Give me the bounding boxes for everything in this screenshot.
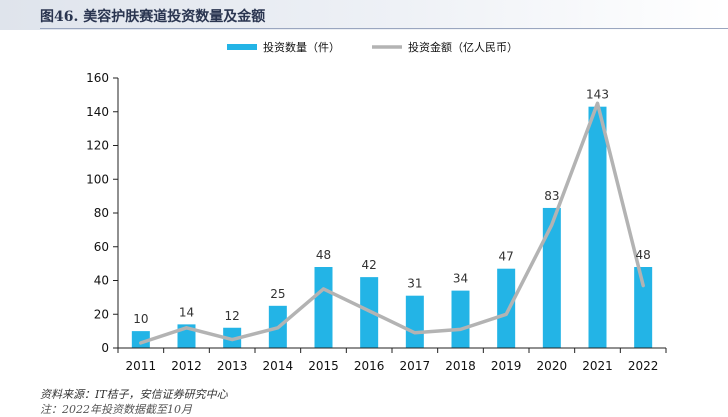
y-axis: 0 20 40 60 80 100 120 140 160 — [86, 71, 119, 355]
y-tick-label: 80 — [94, 206, 109, 220]
x-tick-label: 2022 — [628, 359, 659, 373]
y-tick-label: 60 — [94, 240, 109, 254]
line-point — [642, 285, 644, 287]
bar — [542, 207, 561, 348]
line-point — [140, 342, 142, 344]
x-tick-label: 2012 — [171, 359, 202, 373]
x-tick-label: 2020 — [537, 359, 568, 373]
bar-value-label: 47 — [499, 250, 514, 264]
legend-label-count: 投资数量（件） — [263, 40, 340, 54]
y-tick-label: 20 — [94, 307, 109, 321]
bar — [634, 267, 653, 348]
line-point — [597, 102, 598, 104]
bar-value-label: 143 — [586, 88, 609, 102]
y-tick-label: 140 — [86, 105, 109, 119]
x-axis: 2011 2012 2013 2014 2015 2016 2017 2018 2019 2020… — [117, 347, 667, 373]
x-tick-label: 2014 — [263, 359, 294, 373]
line-point — [551, 224, 553, 226]
bar — [131, 331, 150, 348]
title-underline — [40, 28, 728, 29]
legend-swatch-count — [227, 44, 257, 50]
y-tick-label: 0 — [101, 341, 109, 355]
bar-value-label: 34 — [453, 272, 468, 286]
bar — [314, 267, 333, 348]
x-tick-label: 2019 — [491, 359, 522, 373]
bar — [405, 295, 424, 348]
line-series — [139, 101, 645, 345]
line-point — [460, 328, 461, 330]
bar-value-label: 25 — [270, 287, 285, 301]
bar-series — [131, 106, 653, 348]
amount-line — [139, 101, 645, 345]
line-point — [323, 288, 324, 290]
x-tick-label: 2021 — [582, 359, 613, 373]
x-tick-label: 2013 — [217, 359, 248, 373]
y-tick-label: 160 — [86, 71, 109, 85]
chart-title: 图46. 美容护肤赛道投资数量及金额 — [40, 9, 266, 25]
bar-value-label: 83 — [544, 189, 559, 203]
line-point — [277, 327, 279, 329]
bar — [588, 106, 607, 348]
bar-value-label: 12 — [225, 309, 240, 323]
line-point — [368, 310, 370, 312]
bar-value-label: 48 — [636, 248, 651, 262]
bar-value-label: 14 — [179, 305, 194, 319]
data-labels: 10 14 12 25 48 42 31 34 47 83 143 48 — [133, 88, 651, 326]
y-tick-label: 100 — [86, 172, 109, 186]
footnote: 注：2022年投资数据截至10月 — [40, 403, 192, 416]
x-tick-label: 2016 — [354, 359, 385, 373]
bar-value-label: 31 — [407, 277, 422, 291]
bar — [497, 268, 516, 348]
x-tick-label: 2011 — [126, 359, 157, 373]
line-point — [186, 327, 187, 329]
x-tick-label: 2017 — [400, 359, 431, 373]
line-point — [231, 339, 233, 341]
x-tick-label: 2018 — [445, 359, 476, 373]
x-tick-label: 2015 — [308, 359, 339, 373]
source-note: 资料来源：IT桔子，安信证券研究中心 — [40, 388, 228, 401]
bar — [451, 290, 470, 348]
y-tick-label: 120 — [86, 139, 109, 153]
line-point — [505, 313, 507, 315]
bar-value-label: 10 — [133, 312, 148, 326]
title-bar — [0, 0, 728, 30]
bar-value-label: 42 — [362, 258, 377, 272]
chart: 投资数量（件） 投资金额（亿人民币） 020406080100120140160 … — [86, 40, 667, 373]
line-point — [414, 332, 416, 334]
bar-value-label: 48 — [316, 248, 331, 262]
legend: 投资数量（件） 投资金额（亿人民币） — [227, 40, 518, 54]
legend-label-amount: 投资金额（亿人民币） — [408, 40, 518, 54]
y-tick-label: 40 — [94, 274, 109, 288]
